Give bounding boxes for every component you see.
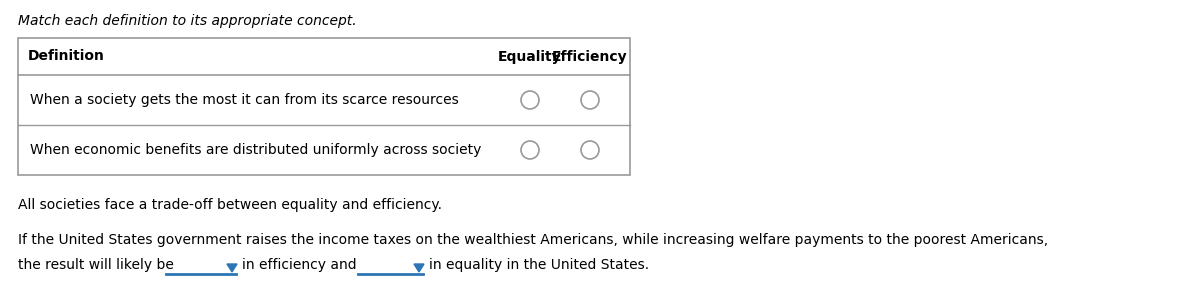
Bar bbox=[18, 38, 630, 175]
Text: in efficiency and: in efficiency and bbox=[242, 258, 356, 272]
Text: in equality in the United States.: in equality in the United States. bbox=[430, 258, 649, 272]
Polygon shape bbox=[414, 264, 424, 272]
Text: the result will likely be: the result will likely be bbox=[18, 258, 174, 272]
Text: Efficiency: Efficiency bbox=[552, 50, 628, 64]
Text: When economic benefits are distributed uniformly across society: When economic benefits are distributed u… bbox=[30, 143, 481, 157]
Text: Definition: Definition bbox=[28, 50, 104, 64]
Polygon shape bbox=[227, 264, 238, 272]
Text: Match each definition to its appropriate concept.: Match each definition to its appropriate… bbox=[18, 14, 356, 28]
Text: When a society gets the most it can from its scarce resources: When a society gets the most it can from… bbox=[30, 93, 458, 107]
Text: All societies face a trade-off between equality and efficiency.: All societies face a trade-off between e… bbox=[18, 198, 442, 212]
Ellipse shape bbox=[581, 141, 599, 159]
Text: Equality: Equality bbox=[498, 50, 562, 64]
Text: If the United States government raises the income taxes on the wealthiest Americ: If the United States government raises t… bbox=[18, 233, 1048, 247]
Ellipse shape bbox=[521, 141, 539, 159]
Ellipse shape bbox=[521, 91, 539, 109]
Ellipse shape bbox=[581, 91, 599, 109]
